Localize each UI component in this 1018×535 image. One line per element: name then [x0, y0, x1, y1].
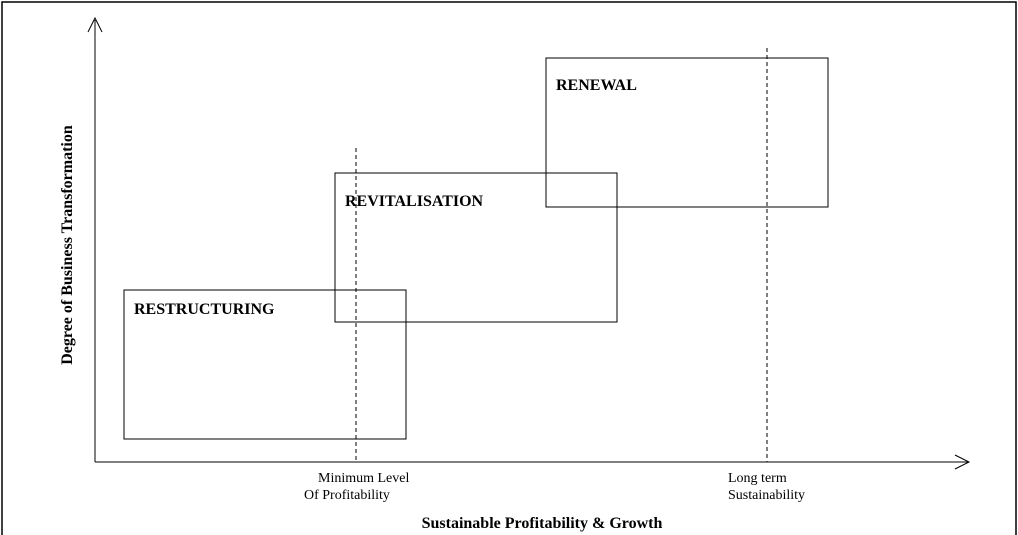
y-arrow [87, 16, 103, 33]
marker-label: Long term [728, 471, 787, 486]
stage-box [545, 57, 829, 208]
stage-label: REVITALISATION [345, 193, 484, 210]
x-axis-label: Sustainable Profitability & Growth [422, 515, 663, 532]
marker-label: Minimum Level [318, 471, 409, 486]
x-arrow [954, 454, 971, 470]
stage-box [123, 289, 407, 440]
marker-label: Of Profitability [304, 488, 390, 503]
stage-label: RESTRUCTURING [134, 301, 275, 318]
marker-label: Sustainability [728, 488, 805, 503]
stage-box [334, 172, 618, 323]
y-axis-label: Degree of Business Transformation [59, 125, 76, 365]
stage-label: RENEWAL [556, 77, 637, 94]
